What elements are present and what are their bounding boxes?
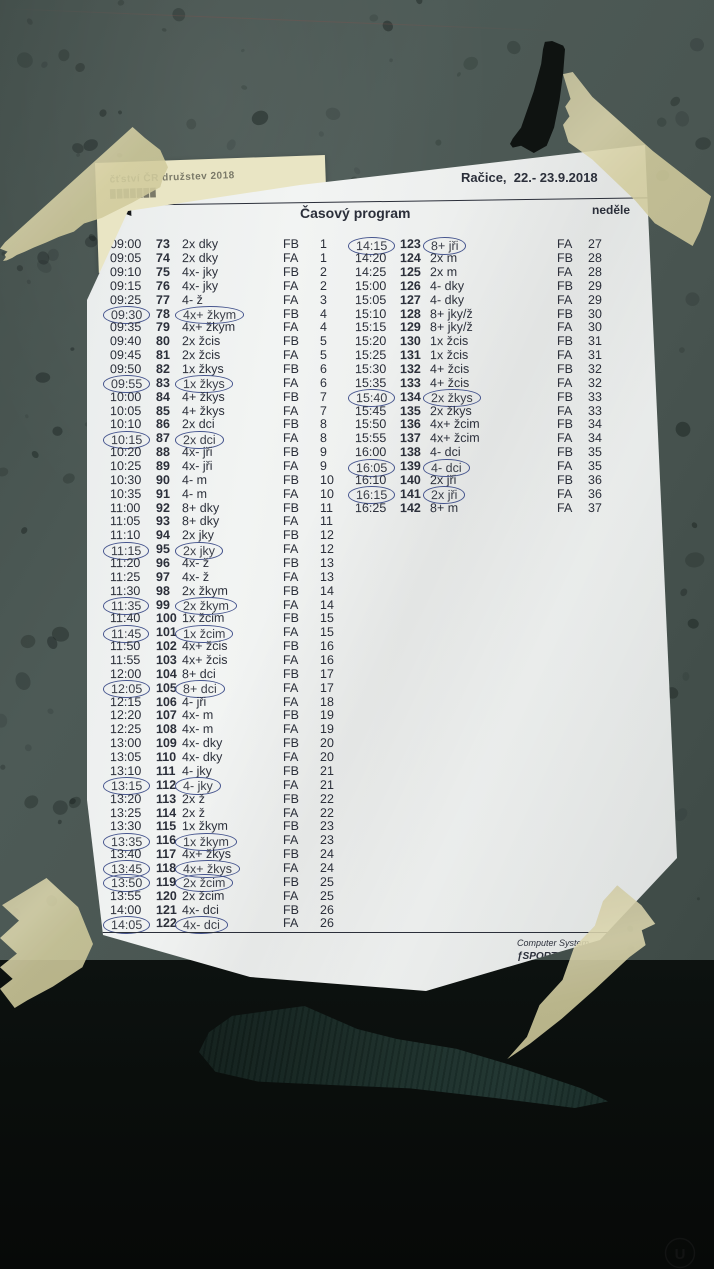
svg-text:U: U <box>675 1246 686 1263</box>
